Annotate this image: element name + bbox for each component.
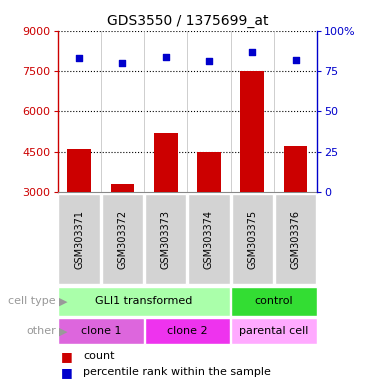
Bar (240, 71, 264, 192)
Text: clone 2: clone 2 (167, 326, 208, 336)
Text: other: other (26, 326, 56, 336)
Text: GLI1 transformed: GLI1 transformed (95, 296, 193, 306)
Bar (231, 318, 317, 344)
Bar (154, 133, 178, 192)
Text: GSM303374: GSM303374 (204, 210, 214, 268)
Bar (232, 194, 273, 284)
Bar (197, 152, 221, 192)
Point (163, 53, 169, 60)
Point (76, 55, 82, 61)
Bar (144, 318, 230, 344)
Text: parental cell: parental cell (239, 326, 309, 336)
Point (119, 60, 125, 66)
Text: ■: ■ (61, 366, 73, 379)
Text: cell type: cell type (8, 296, 56, 306)
Point (293, 57, 299, 63)
Point (249, 49, 255, 55)
Text: GSM303375: GSM303375 (247, 210, 257, 268)
Text: ▶: ▶ (59, 296, 68, 306)
Text: control: control (255, 296, 293, 306)
Text: clone 1: clone 1 (81, 326, 121, 336)
Point (206, 58, 212, 65)
Text: GSM303376: GSM303376 (290, 210, 301, 268)
Bar (58, 287, 230, 316)
Bar (145, 194, 187, 284)
Text: GSM303371: GSM303371 (74, 210, 84, 268)
Bar (284, 146, 308, 192)
Text: GSM303373: GSM303373 (161, 210, 171, 268)
Bar (111, 184, 134, 192)
Bar (188, 194, 230, 284)
Bar (58, 318, 144, 344)
Bar (67, 149, 91, 192)
Text: ▶: ▶ (59, 326, 68, 336)
Bar (58, 194, 100, 284)
Text: ■: ■ (61, 350, 73, 363)
Text: count: count (83, 351, 115, 361)
Bar (102, 194, 143, 284)
Text: percentile rank within the sample: percentile rank within the sample (83, 367, 271, 377)
Text: GSM303372: GSM303372 (118, 210, 127, 268)
Bar (231, 287, 317, 316)
Bar (275, 194, 316, 284)
Title: GDS3550 / 1375699_at: GDS3550 / 1375699_at (106, 14, 268, 28)
